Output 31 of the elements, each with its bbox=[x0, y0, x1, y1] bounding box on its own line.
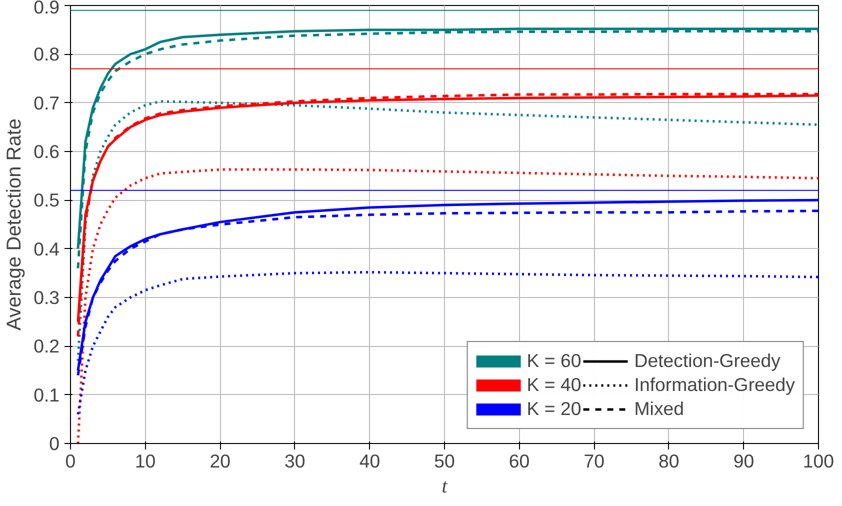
x-axis-title: t bbox=[442, 476, 448, 498]
y-tick-label: 0.1 bbox=[34, 384, 60, 406]
y-tick-label: 0.6 bbox=[34, 141, 60, 162]
line-series bbox=[76, 270, 818, 416]
x-tick-label: 10 bbox=[134, 450, 156, 472]
y-axis-title: Average Detection Rate bbox=[4, 118, 26, 330]
x-tick-label: 60 bbox=[508, 450, 530, 472]
y-tick-label: 0 bbox=[49, 433, 60, 454]
x-tick-label: 20 bbox=[210, 450, 230, 472]
x-tick-label: 40 bbox=[359, 450, 380, 472]
x-tick-label: 70 bbox=[584, 450, 604, 472]
y-tick-label: 0.7 bbox=[34, 92, 60, 114]
y-tick-label: 0.8 bbox=[34, 44, 60, 65]
x-tick-label: 80 bbox=[658, 450, 680, 472]
annotation: Mixed bbox=[634, 398, 684, 420]
x-tick-label: 90 bbox=[733, 450, 754, 472]
y-tick-label: 0.5 bbox=[34, 190, 60, 211]
annotation: Information-Greedy bbox=[634, 374, 795, 396]
x-tick-label: 0 bbox=[65, 450, 76, 472]
legend-label: K = 20 bbox=[526, 398, 582, 420]
annotation: Detection-Greedy bbox=[634, 350, 780, 372]
y-tick-label: 0.3 bbox=[34, 287, 60, 308]
y-tick-label: 0.2 bbox=[34, 336, 60, 357]
legend-label: K = 60 bbox=[526, 350, 582, 372]
y-tick-label: 0.4 bbox=[34, 238, 60, 260]
line-series bbox=[76, 168, 818, 444]
x-tick-label: 50 bbox=[434, 450, 455, 472]
legend-label: K = 40 bbox=[526, 374, 582, 396]
y-tick-label: 0.9 bbox=[34, 0, 60, 18]
x-tick-label: 100 bbox=[802, 450, 834, 472]
x-tick-label: 30 bbox=[284, 450, 306, 472]
